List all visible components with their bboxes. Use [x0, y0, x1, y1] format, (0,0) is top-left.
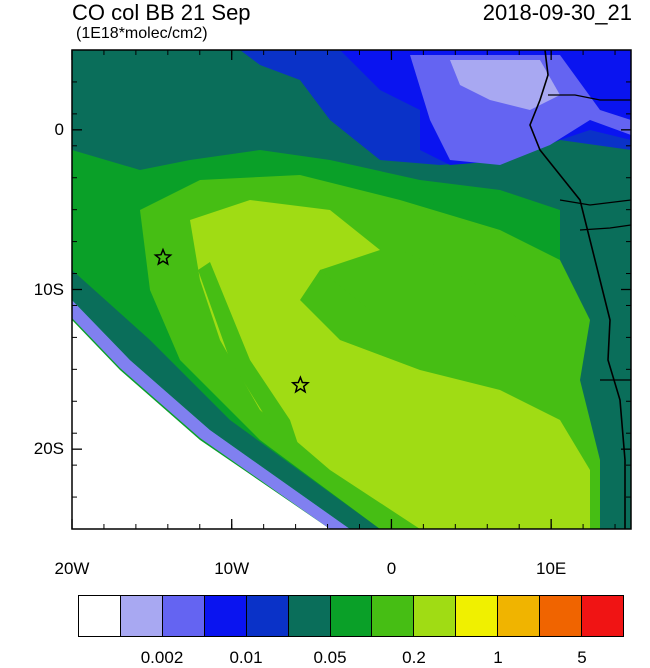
map-datetime: 2018-09-30_21	[482, 0, 632, 25]
colorbar	[78, 595, 624, 637]
colorbar-swatch	[120, 596, 163, 636]
colorbar-swatch	[456, 596, 499, 636]
star-marker-1	[153, 247, 173, 266]
colorbar-label: 0.002	[140, 648, 184, 667]
y-tick-label: 10S	[33, 279, 64, 299]
x-tick-label: 10W	[214, 559, 250, 578]
colorbar-swatch	[288, 596, 331, 636]
colorbar-label: 0.2	[402, 648, 426, 667]
axis-ticks	[71, 49, 631, 530]
colorbar-swatch	[79, 596, 121, 636]
country-border-1	[548, 94, 631, 101]
plume-inner-medgreen	[320, 250, 520, 350]
y-tick-label: 0	[54, 119, 64, 139]
colorbar-label: 0.05	[313, 648, 347, 667]
star-marker-2	[290, 375, 310, 394]
no-data-region	[72, 320, 330, 529]
x-tick-label: 0	[386, 559, 397, 578]
map-title: CO col BB 21 Sep	[72, 0, 251, 25]
north-lightblue	[450, 60, 560, 110]
plume-streak	[198, 262, 300, 450]
colorbar-label: 5	[577, 648, 587, 667]
country-border-2	[559, 199, 631, 206]
colorbar-swatch	[498, 596, 541, 636]
colorbar-swatch	[204, 596, 247, 636]
x-tick-label: 10E	[536, 559, 567, 578]
colorbar-label: 0.01	[229, 648, 263, 667]
africa-coastline	[529, 50, 626, 529]
map-field	[72, 50, 631, 529]
map-units: (1E18*molec/cm2)	[76, 25, 208, 42]
colorbar-swatch	[330, 596, 373, 636]
colorbar-swatch	[582, 596, 623, 636]
x-tick-label: 20W	[54, 559, 90, 578]
y-tick-label: 20S	[33, 439, 64, 459]
colorbar-swatch	[414, 596, 457, 636]
colorbar-swatch	[162, 596, 205, 636]
colorbar-swatch	[372, 596, 415, 636]
plume-lightgreen	[190, 200, 590, 529]
colorbar-swatch	[540, 596, 583, 636]
colorbar-swatch	[246, 596, 289, 636]
country-border-3	[579, 224, 631, 231]
marker-layer	[153, 247, 310, 394]
colorbar-label: 1	[493, 648, 503, 667]
